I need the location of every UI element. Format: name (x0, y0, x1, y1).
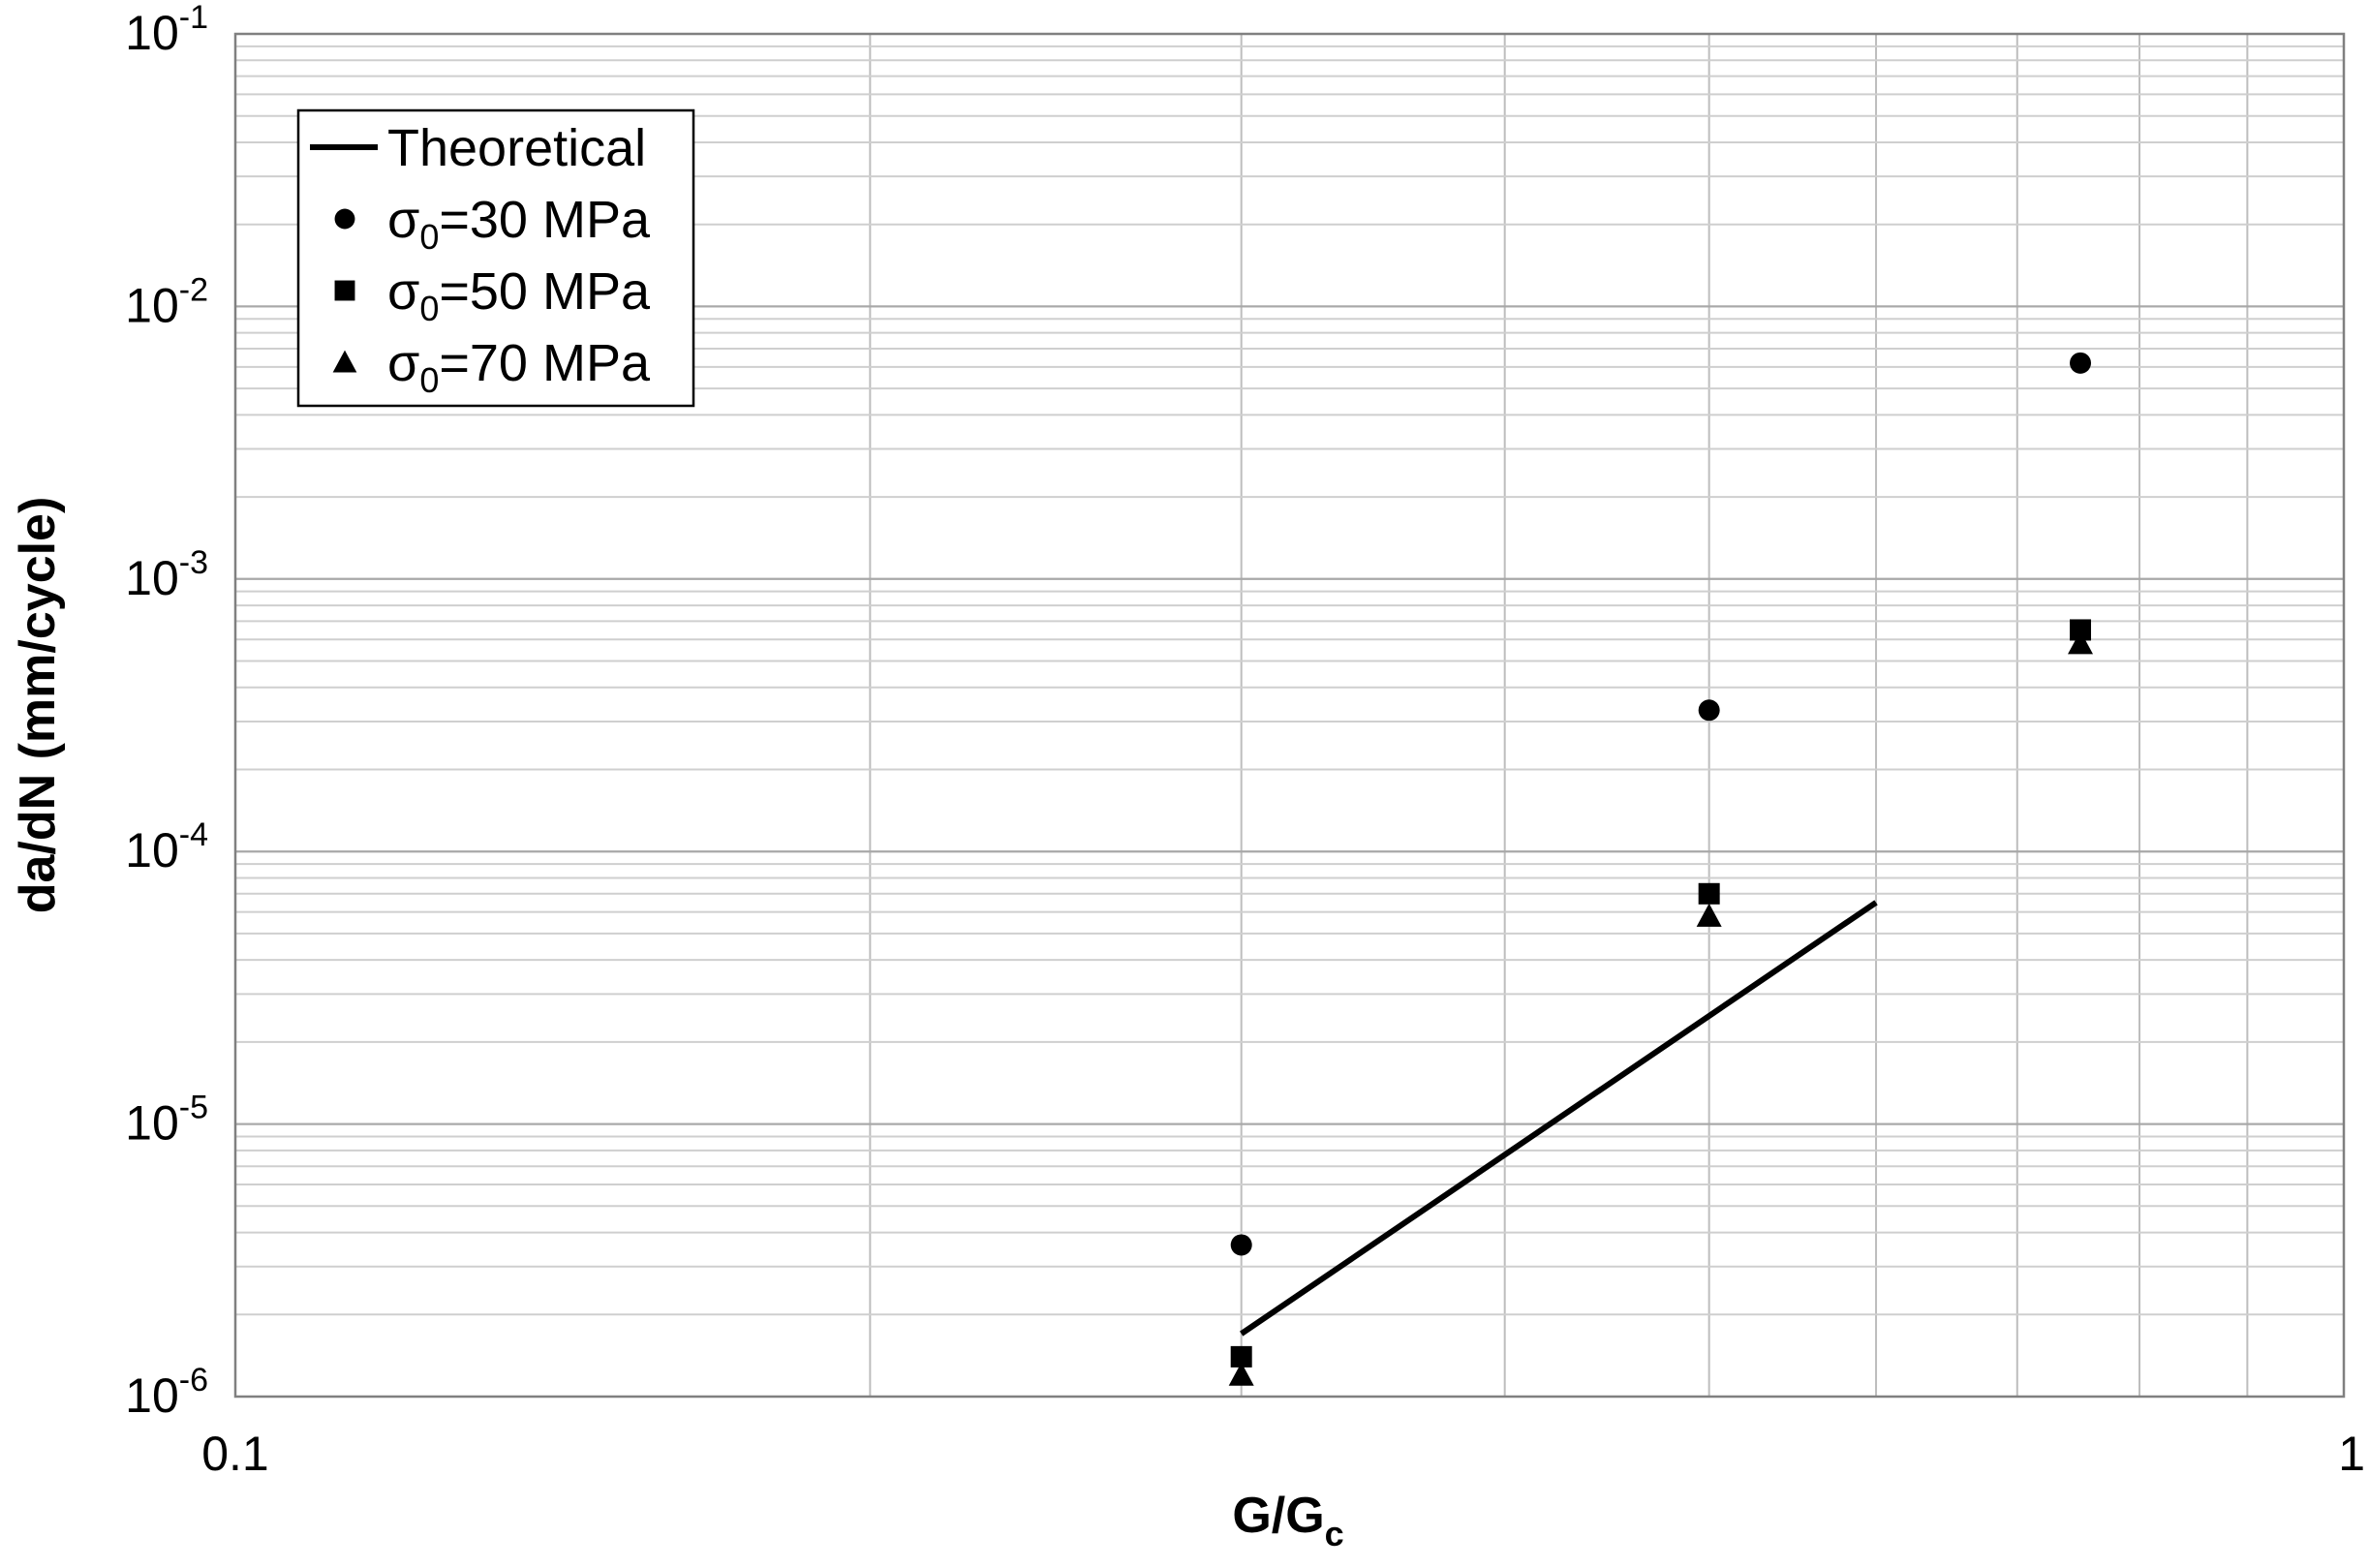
legend-label: Theoretical (387, 119, 646, 177)
y-tick-label: 10-6 (125, 1362, 208, 1423)
x-tick-label: 1 (2338, 1427, 2365, 1481)
x-axis-title: G/Gc (1232, 1488, 1343, 1553)
minor-gridlines (235, 34, 2344, 1397)
legend-label-subscript: 0 (419, 360, 439, 400)
legend-marker-circle (334, 208, 355, 230)
legend-label-value: =70 MPa (439, 334, 651, 392)
data-point-circle (2070, 352, 2092, 374)
y-tick-label: 10-3 (125, 544, 208, 605)
data-point-triangle (1696, 903, 1722, 927)
y-tick-exponent: -4 (179, 816, 208, 853)
legend-label-symbol: σ (387, 334, 419, 392)
legend-box (296, 108, 695, 408)
legend-label: σ0=30 MPa (387, 191, 651, 257)
y-tick-label: 10-2 (125, 271, 208, 332)
legend-marker-square (334, 280, 355, 301)
series-layer (1228, 352, 2094, 1386)
legend-label-symbol: σ (387, 262, 419, 321)
x-tick-label: 0.1 (201, 1427, 269, 1481)
legend-label-subscript: 0 (419, 289, 439, 328)
legend-label-symbol: σ (387, 191, 419, 249)
y-tick-base: 10 (125, 278, 179, 332)
x-axis-title-main: G/G (1232, 1488, 1324, 1544)
data-point-square (2070, 619, 2092, 641)
data-point-square (1698, 882, 1720, 905)
legend-label-value: =30 MPa (439, 191, 651, 249)
legend-label-subscript: 0 (419, 217, 439, 257)
y-axis-tick-labels: 10-610-510-410-310-210-1 (125, 0, 208, 1423)
data-point-circle (1698, 699, 1720, 722)
y-tick-exponent: -6 (179, 1362, 208, 1399)
y-axis-title: da/dN (mm/cycle) (10, 497, 66, 914)
data-point-triangle (1228, 1362, 1254, 1386)
y-tick-label: 10-5 (125, 1090, 208, 1151)
series-theoretical-line (1240, 900, 1878, 1337)
y-tick-exponent: -3 (179, 544, 208, 581)
legend-label: σ0=50 MPa (387, 262, 651, 328)
data-point-circle (1230, 1234, 1252, 1256)
y-tick-exponent: -1 (179, 0, 208, 36)
y-tick-label: 10-1 (125, 0, 208, 60)
y-tick-exponent: -5 (179, 1090, 208, 1126)
x-axis-tick-labels: 0.1 1 (201, 1427, 2365, 1481)
x-axis-title-subscript: c (1325, 1514, 1344, 1553)
y-tick-exponent: -2 (179, 271, 208, 308)
legend-label: σ0=70 MPa (387, 334, 651, 400)
plot-area-frame (233, 32, 2346, 1399)
y-tick-base: 10 (125, 551, 179, 605)
data-point-triangle (2068, 630, 2094, 655)
y-tick-label: 10-4 (125, 816, 208, 877)
y-tick-base: 10 (125, 1368, 179, 1423)
y-tick-base: 10 (125, 1096, 179, 1151)
legend-marker-triangle (332, 350, 357, 373)
y-tick-base: 10 (125, 823, 179, 877)
legend-label-value: =50 MPa (439, 262, 651, 321)
y-tick-base: 10 (125, 6, 179, 60)
data-point-square (1230, 1345, 1252, 1368)
